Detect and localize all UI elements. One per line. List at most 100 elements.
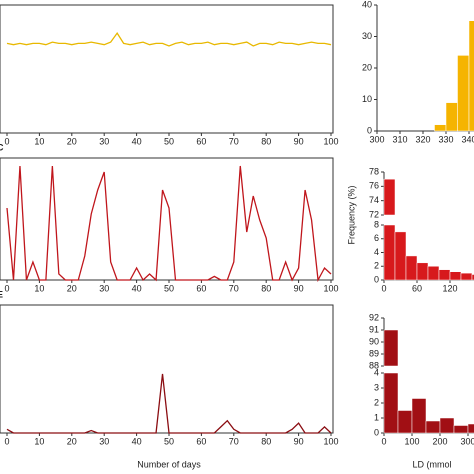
x-tick-label: 0 bbox=[4, 283, 9, 293]
x-tick-label: 100 bbox=[404, 436, 419, 446]
bar bbox=[425, 420, 441, 434]
y-tick-label: 20 bbox=[362, 62, 372, 72]
x-tick-label: 60 bbox=[196, 436, 206, 446]
bar bbox=[416, 262, 429, 281]
y-tick-label: 4 bbox=[374, 367, 379, 377]
y-tick-label: 1 bbox=[374, 412, 379, 422]
x-tick-label: 30 bbox=[99, 283, 109, 293]
x-tick-label: 100 bbox=[323, 436, 338, 446]
x-tick-label: 40 bbox=[132, 283, 142, 293]
y-tick-label: 91 bbox=[369, 324, 379, 334]
y-tick-label: 10 bbox=[362, 94, 372, 104]
y-tick-label: 6 bbox=[374, 233, 379, 243]
x-tick-label: 90 bbox=[294, 283, 304, 293]
y-tick-label: 4 bbox=[374, 247, 379, 257]
bar bbox=[449, 271, 462, 281]
x-tick-label: 320 bbox=[415, 134, 430, 144]
x-tick-label: 100 bbox=[323, 136, 338, 146]
x-tick-label: 300 bbox=[460, 436, 474, 446]
x-tick-label: 70 bbox=[229, 436, 239, 446]
x-tick-label: 30 bbox=[99, 436, 109, 446]
y-tick-label: 0 bbox=[374, 274, 379, 284]
y-axis-label: Frequency (%) bbox=[346, 185, 356, 244]
x-tick-label: 60 bbox=[196, 283, 206, 293]
y-tick-label: 2 bbox=[374, 397, 379, 407]
data-line bbox=[6, 165, 332, 283]
bar-lower bbox=[383, 372, 399, 434]
x-tick-label: 80 bbox=[261, 436, 271, 446]
x-tick-label: 0 bbox=[381, 283, 386, 293]
x-tick-label: 60 bbox=[196, 136, 206, 146]
y-tick-label: 74 bbox=[369, 195, 379, 205]
x-axis-label: LD (mmol bbox=[412, 459, 451, 469]
y-tick-label: 0 bbox=[374, 427, 379, 437]
bar bbox=[405, 255, 418, 281]
x-tick-label: 0 bbox=[4, 436, 9, 446]
x-tick-label: 20 bbox=[67, 436, 77, 446]
y-tick-label: 30 bbox=[362, 31, 372, 41]
plot-frame bbox=[0, 157, 334, 281]
bar bbox=[445, 102, 458, 132]
bar bbox=[439, 417, 455, 434]
bar bbox=[411, 398, 427, 434]
x-tick-label: 90 bbox=[294, 136, 304, 146]
x-tick-label: 80 bbox=[261, 136, 271, 146]
x-tick-label: 0 bbox=[4, 136, 9, 146]
plot-frame bbox=[0, 304, 334, 434]
bar-upper bbox=[383, 178, 396, 216]
bar bbox=[457, 55, 470, 132]
x-tick-label: 340 bbox=[461, 134, 474, 144]
x-tick-label: 60 bbox=[412, 283, 422, 293]
bar bbox=[471, 274, 474, 281]
x-tick-label: 10 bbox=[34, 136, 44, 146]
y-tick-label: 72 bbox=[369, 209, 379, 219]
x-tick-label: 0 bbox=[381, 436, 386, 446]
y-tick-label: 2 bbox=[374, 261, 379, 271]
x-tick-label: 330 bbox=[438, 134, 453, 144]
x-tick-label: 50 bbox=[164, 136, 174, 146]
bar bbox=[468, 20, 474, 132]
x-tick-label: 10 bbox=[34, 283, 44, 293]
bar-lower bbox=[383, 224, 396, 281]
x-tick-label: 120 bbox=[442, 283, 457, 293]
x-tick-label: 40 bbox=[132, 136, 142, 146]
x-tick-label: 70 bbox=[229, 283, 239, 293]
bar bbox=[438, 269, 451, 281]
x-tick-label: 20 bbox=[67, 283, 77, 293]
x-tick-label: 100 bbox=[323, 283, 338, 293]
bar bbox=[434, 124, 447, 132]
y-tick-label: 0 bbox=[367, 125, 372, 135]
x-tick-label: 80 bbox=[261, 283, 271, 293]
y-tick-label: 92 bbox=[369, 312, 379, 322]
x-axis-label: Number of days bbox=[137, 459, 201, 469]
panel-label: E bbox=[0, 289, 3, 299]
data-line bbox=[6, 32, 332, 47]
x-tick-label: 310 bbox=[392, 134, 407, 144]
x-tick-label: 20 bbox=[67, 136, 77, 146]
bar bbox=[467, 423, 474, 434]
plot-frame bbox=[0, 4, 334, 134]
data-line bbox=[6, 373, 332, 434]
y-tick-label: 76 bbox=[369, 181, 379, 191]
x-tick-label: 50 bbox=[164, 283, 174, 293]
y-tick-label: 40 bbox=[362, 0, 372, 9]
y-tick-label: 89 bbox=[369, 348, 379, 358]
panel-label: C bbox=[0, 142, 4, 152]
bar bbox=[453, 425, 469, 434]
bar-upper bbox=[383, 329, 399, 367]
x-tick-label: 200 bbox=[432, 436, 447, 446]
y-tick-label: 8 bbox=[374, 219, 379, 229]
x-tick-label: 10 bbox=[34, 436, 44, 446]
bar bbox=[394, 231, 407, 281]
y-tick-label: 90 bbox=[369, 336, 379, 346]
bar bbox=[427, 266, 440, 281]
x-tick-label: 300 bbox=[369, 134, 384, 144]
y-tick-label: 78 bbox=[369, 166, 379, 176]
bar bbox=[397, 410, 413, 434]
x-tick-label: 90 bbox=[294, 436, 304, 446]
x-tick-label: 50 bbox=[164, 436, 174, 446]
bar bbox=[460, 272, 473, 281]
y-tick-label: 88 bbox=[369, 360, 379, 370]
x-tick-label: 30 bbox=[99, 136, 109, 146]
